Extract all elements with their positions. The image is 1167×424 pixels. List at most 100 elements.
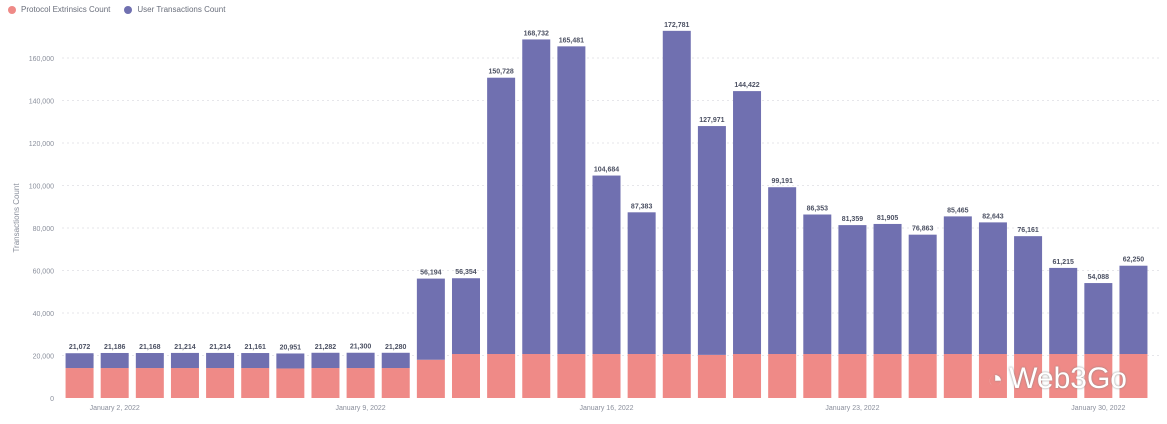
bar-protocol-extrinsics xyxy=(592,354,621,398)
x-tick-label: January 23, 2022 xyxy=(825,405,879,412)
bar-protocol-extrinsics xyxy=(135,368,164,398)
bar-total-label: 21,300 xyxy=(350,344,372,351)
bar-protocol-extrinsics xyxy=(908,354,937,398)
bar-total-label: 87,383 xyxy=(631,203,653,210)
bar-total-label: 56,194 xyxy=(420,270,442,277)
bar-total-label: 21,214 xyxy=(174,344,196,351)
watermark-logo: ◔ Web3Go xyxy=(987,362,1127,395)
bar-user-transactions xyxy=(241,353,270,369)
bar-user-transactions xyxy=(381,352,410,369)
bar-total-label: 76,161 xyxy=(1017,227,1039,234)
bar-total-label: 21,186 xyxy=(104,344,126,351)
bar-protocol-extrinsics xyxy=(943,354,972,398)
bar-user-transactions xyxy=(1014,236,1043,355)
bar-user-transactions xyxy=(662,30,691,355)
bar-total-label: 144,422 xyxy=(734,82,759,89)
bar-total-label: 85,465 xyxy=(947,207,969,214)
bar-total-label: 86,353 xyxy=(807,205,829,212)
bar-user-transactions xyxy=(873,223,902,355)
bar-protocol-extrinsics xyxy=(276,368,305,398)
bar-total-label: 165,481 xyxy=(559,37,584,44)
bar-protocol-extrinsics xyxy=(487,354,516,398)
bar-total-label: 54,088 xyxy=(1088,274,1110,281)
bar-user-transactions xyxy=(100,352,129,369)
bar-total-label: 61,215 xyxy=(1052,259,1074,266)
bar-user-transactions xyxy=(135,353,164,369)
bar-user-transactions xyxy=(627,212,656,355)
bar-user-transactions xyxy=(592,175,621,355)
y-tick-label: 140,000 xyxy=(29,99,54,106)
bar-protocol-extrinsics xyxy=(451,354,480,398)
y-tick-label: 100,000 xyxy=(29,184,54,191)
bar-total-label: 172,781 xyxy=(664,22,689,29)
bar-user-transactions xyxy=(206,352,235,369)
y-tick-label: 60,000 xyxy=(33,269,55,276)
y-tick-label: 120,000 xyxy=(29,141,54,148)
bar-total-label: 56,354 xyxy=(455,269,477,276)
bar-user-transactions xyxy=(838,225,867,355)
bar-user-transactions xyxy=(65,353,94,369)
bar-protocol-extrinsics xyxy=(662,354,691,398)
bar-user-transactions xyxy=(733,91,762,355)
bar-protocol-extrinsics xyxy=(978,354,1007,398)
bar-total-label: 81,905 xyxy=(877,215,899,222)
bar-total-label: 20,951 xyxy=(280,344,302,351)
bar-user-transactions xyxy=(1119,265,1148,355)
legend-swatch-protocol xyxy=(8,5,16,14)
bar-user-transactions xyxy=(346,352,375,369)
bar-user-transactions xyxy=(451,278,480,355)
bar-user-transactions xyxy=(1084,283,1113,355)
bar-protocol-extrinsics xyxy=(65,368,94,398)
bar-protocol-extrinsics xyxy=(206,368,235,398)
bar-total-label: 21,161 xyxy=(245,344,267,351)
bar-protocol-extrinsics xyxy=(803,354,832,398)
legend-swatch-user xyxy=(124,5,133,14)
bar-protocol-extrinsics xyxy=(1014,354,1043,398)
chart-legend: Protocol Extrinsics Count User Transacti… xyxy=(8,5,225,14)
bar-total-label: 76,863 xyxy=(912,226,934,233)
x-tick-label: January 30, 2022 xyxy=(1071,405,1125,412)
bar-user-transactions xyxy=(978,222,1007,355)
y-tick-label: 40,000 xyxy=(33,311,55,318)
bar-protocol-extrinsics xyxy=(522,354,551,398)
y-axis-label: Transactions Count xyxy=(12,183,21,253)
bar-protocol-extrinsics xyxy=(627,354,656,398)
bar-total-label: 99,191 xyxy=(771,178,793,185)
bar-user-transactions xyxy=(416,278,445,360)
bar-user-transactions xyxy=(1049,267,1078,355)
bar-user-transactions xyxy=(943,216,972,355)
bar-protocol-extrinsics xyxy=(1119,354,1148,398)
x-tick-label: January 9, 2022 xyxy=(336,405,386,412)
bar-user-transactions xyxy=(768,187,797,355)
bar-protocol-extrinsics xyxy=(733,354,762,398)
bar-total-label: 82,643 xyxy=(982,213,1004,220)
bar-total-label: 127,971 xyxy=(699,117,724,124)
legend-item-user[interactable]: User Transactions Count xyxy=(124,5,225,14)
y-tick-label: 160,000 xyxy=(29,56,54,63)
bar-total-label: 21,072 xyxy=(69,344,91,351)
bar-protocol-extrinsics xyxy=(1084,354,1113,398)
bar-total-label: 21,280 xyxy=(385,344,407,351)
bar-total-label: 81,359 xyxy=(842,216,864,223)
legend-item-protocol[interactable]: Protocol Extrinsics Count xyxy=(8,5,110,14)
x-tick-label: January 2, 2022 xyxy=(90,405,140,412)
bar-total-label: 21,214 xyxy=(209,344,231,351)
bar-protocol-extrinsics xyxy=(346,368,375,398)
bar-protocol-extrinsics xyxy=(311,368,340,398)
y-tick-label: 0 xyxy=(50,396,54,403)
bar-user-transactions xyxy=(908,234,937,355)
y-tick-label: 20,000 xyxy=(33,354,55,361)
bar-protocol-extrinsics xyxy=(170,368,199,398)
bar-protocol-extrinsics xyxy=(416,359,445,398)
bar-protocol-extrinsics xyxy=(697,354,726,398)
bar-protocol-extrinsics xyxy=(1049,354,1078,398)
bar-user-transactions xyxy=(803,214,832,355)
bar-user-transactions xyxy=(170,352,199,369)
bar-total-label: 62,250 xyxy=(1123,257,1145,264)
bar-total-label: 21,168 xyxy=(139,344,161,351)
bar-protocol-extrinsics xyxy=(381,368,410,398)
x-tick-label: January 16, 2022 xyxy=(579,405,633,412)
bar-user-transactions xyxy=(276,353,305,369)
bar-total-label: 168,732 xyxy=(524,30,549,37)
bar-protocol-extrinsics xyxy=(241,368,270,398)
